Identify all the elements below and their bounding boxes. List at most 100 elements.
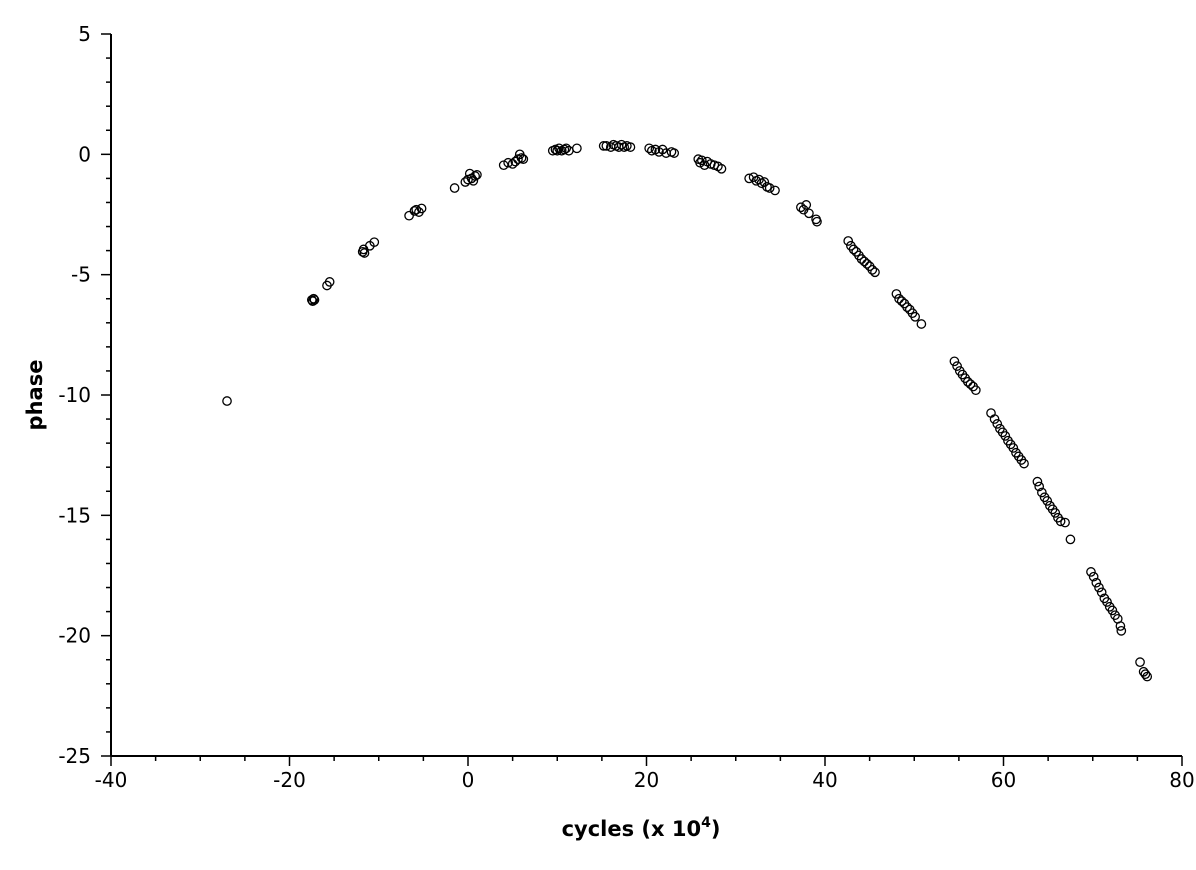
y-tick-label: -20 — [58, 624, 91, 648]
data-point — [616, 139, 627, 150]
data-point — [902, 302, 912, 313]
data-point — [859, 256, 870, 267]
data-point — [916, 319, 927, 329]
y-tick-label: -5 — [71, 263, 91, 287]
data-point — [309, 295, 320, 305]
data-points — [222, 139, 1153, 682]
y-tick-label: -15 — [58, 503, 91, 527]
data-point — [891, 289, 902, 299]
data-point — [470, 171, 480, 181]
data-point — [1096, 587, 1107, 598]
data-point — [862, 258, 872, 269]
data-point — [552, 145, 563, 156]
x-axis-title: cycles (x 104) — [562, 815, 721, 841]
data-point — [1091, 577, 1102, 588]
data-point — [870, 267, 880, 278]
x-axis-title-main: cycles (x 10 — [562, 817, 702, 841]
x-tick-label: 20 — [634, 768, 659, 792]
data-point — [561, 143, 572, 154]
axes — [110, 34, 1182, 757]
data-point — [518, 154, 529, 164]
data-point — [1050, 508, 1061, 518]
x-ticks: -40 -20 0 20 40 60 80 — [95, 756, 1195, 792]
y-axis-title: phase — [23, 360, 47, 431]
data-point — [1032, 476, 1043, 487]
data-point — [896, 296, 907, 306]
data-point — [770, 185, 780, 196]
x-tick-label: 80 — [1169, 768, 1194, 792]
data-point — [1088, 571, 1099, 582]
data-point — [1034, 481, 1045, 492]
data-point — [804, 208, 814, 219]
data-point — [601, 141, 612, 151]
data-point — [1140, 669, 1151, 680]
data-point — [516, 153, 527, 163]
x-tick-label: -20 — [273, 768, 306, 792]
data-point — [554, 143, 564, 154]
data-point — [696, 155, 707, 166]
x-axis-title-suffix: ) — [711, 817, 721, 841]
data-point — [962, 376, 973, 387]
data-point — [764, 183, 775, 193]
data-point — [449, 183, 460, 193]
data-point — [1116, 626, 1127, 636]
data-point — [801, 200, 812, 210]
data-point — [404, 210, 414, 221]
data-point — [306, 295, 317, 305]
data-point — [910, 311, 920, 322]
data-point — [1055, 516, 1066, 527]
data-point — [1135, 657, 1145, 667]
y-ticks: 5 0 -5 -10 -15 -20 -25 — [58, 22, 111, 768]
data-point — [324, 277, 335, 287]
y-tick-label: -10 — [58, 383, 91, 407]
data-point — [1019, 458, 1029, 469]
data-point — [359, 248, 370, 258]
y-tick-label: 0 — [78, 142, 91, 166]
data-point — [1107, 605, 1118, 616]
x-tick-label: 40 — [812, 768, 837, 792]
x-axis-title-superscript: 4 — [701, 815, 711, 831]
y-tick-label: -25 — [58, 744, 91, 768]
data-point — [1086, 567, 1096, 577]
data-point — [949, 356, 960, 367]
x-tick-label: -40 — [95, 768, 128, 792]
data-point — [965, 379, 976, 390]
data-point — [1060, 517, 1070, 528]
data-point — [507, 159, 518, 169]
data-point — [843, 236, 854, 246]
data-point — [1065, 534, 1076, 545]
data-point — [1037, 487, 1047, 498]
data-point — [625, 142, 636, 152]
data-point — [796, 202, 806, 213]
data-point — [894, 293, 904, 304]
data-point — [1142, 671, 1153, 682]
data-point — [759, 177, 770, 187]
data-point — [411, 204, 422, 215]
data-point — [856, 254, 867, 264]
data-point — [716, 163, 727, 174]
data-point — [308, 293, 319, 304]
data-point — [1000, 431, 1011, 441]
data-point — [503, 157, 514, 168]
data-point — [1042, 496, 1053, 506]
data-point — [867, 265, 878, 275]
data-point — [572, 143, 582, 154]
data-point — [992, 419, 1003, 429]
data-point — [598, 141, 609, 151]
data-point — [1008, 443, 1019, 453]
data-point — [848, 244, 859, 255]
y-tick-label: 5 — [78, 22, 91, 46]
data-point — [1102, 597, 1112, 607]
x-tick-label: 60 — [991, 768, 1016, 792]
data-point — [644, 143, 655, 154]
data-point — [559, 144, 570, 155]
data-point — [812, 216, 822, 227]
data-point — [472, 169, 482, 180]
x-tick-label: 0 — [462, 768, 475, 792]
data-point — [1094, 582, 1104, 593]
data-point — [952, 361, 962, 371]
data-point — [669, 148, 680, 158]
data-point — [989, 414, 1000, 424]
data-point — [1115, 621, 1126, 631]
